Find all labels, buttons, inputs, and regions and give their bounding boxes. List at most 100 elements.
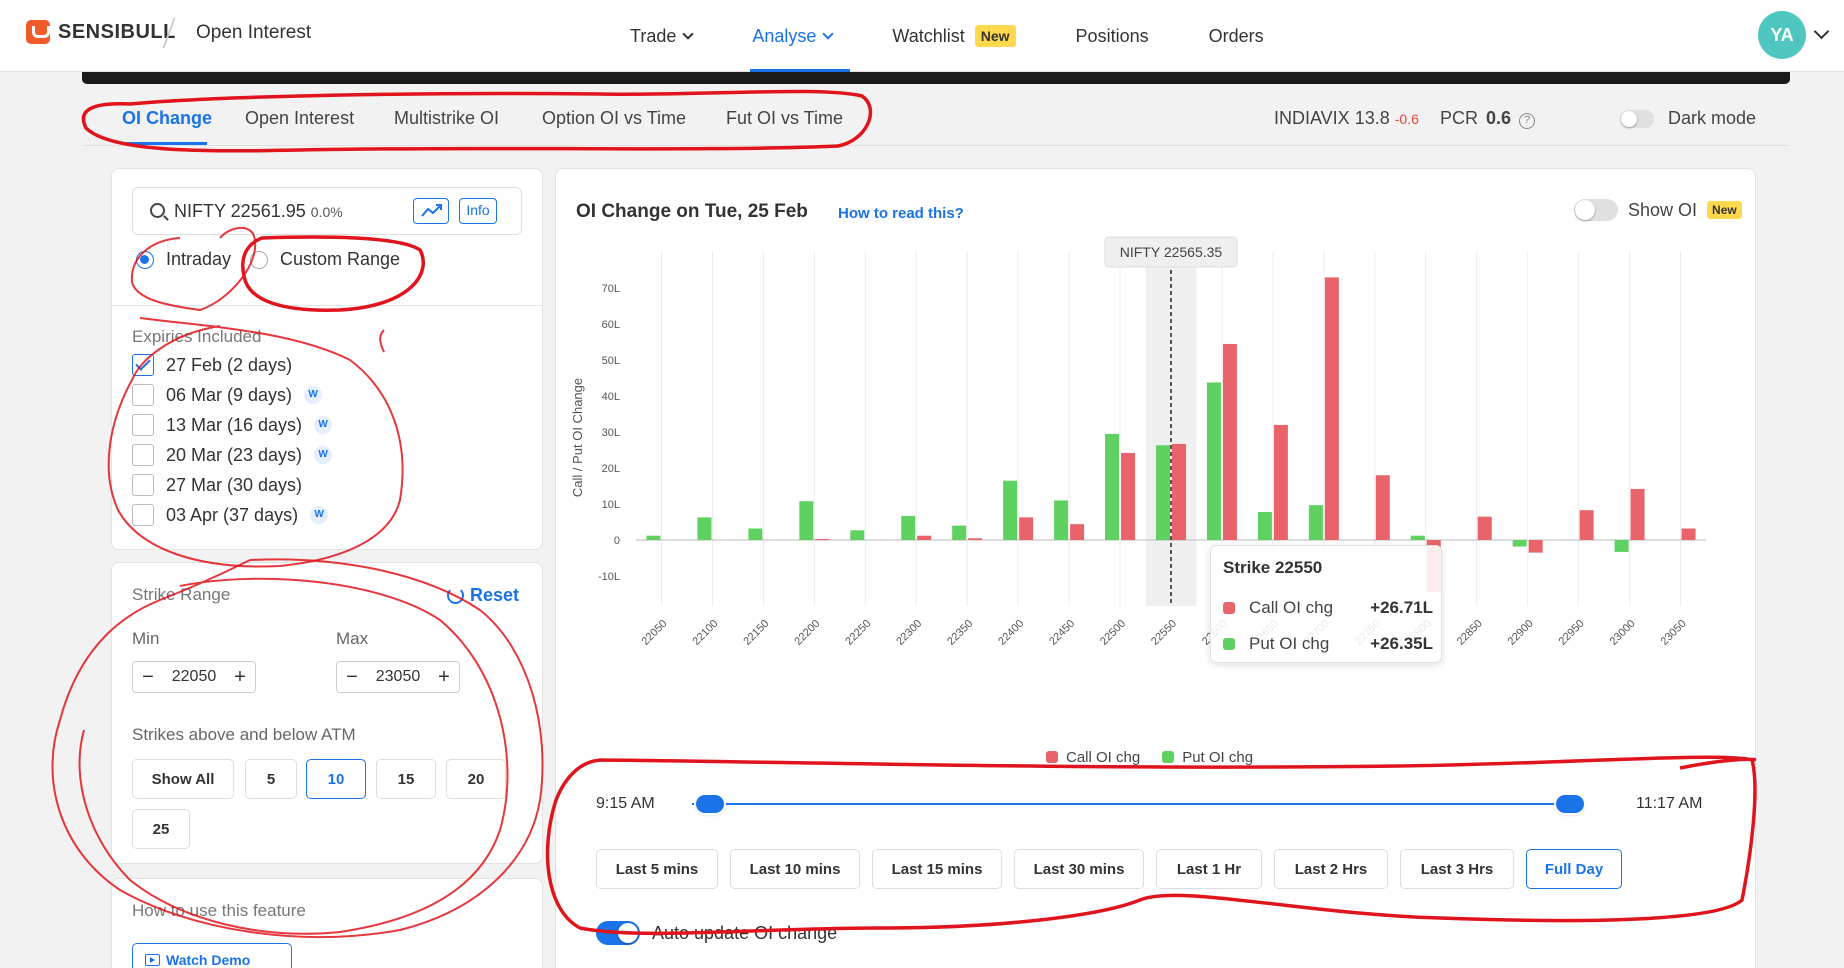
call-oi-bar[interactable] <box>1630 488 1645 541</box>
decrement-button[interactable]: − <box>142 665 154 688</box>
last-3-hrs-button[interactable]: Last 3 Hrs <box>1400 849 1514 889</box>
expiry-checkbox[interactable] <box>132 444 154 466</box>
put-oi-bar[interactable] <box>1156 445 1170 541</box>
call-oi-bar[interactable] <box>1019 517 1034 541</box>
strikes-show-all-button[interactable]: Show All <box>132 759 234 799</box>
nav-orders[interactable]: Orders <box>1179 0 1294 72</box>
increment-button[interactable]: + <box>438 665 450 688</box>
dark-mode-switch[interactable] <box>1620 109 1654 128</box>
call-oi-bar[interactable] <box>1222 343 1237 541</box>
intraday-option[interactable]: Intraday <box>136 249 231 270</box>
put-oi-bar[interactable] <box>850 530 865 541</box>
custom-range-option[interactable]: Custom Range <box>250 249 400 270</box>
put-oi-bar[interactable] <box>1257 511 1272 541</box>
put-oi-bar[interactable] <box>1308 505 1323 541</box>
show-oi-switch[interactable] <box>1574 199 1618 221</box>
time-slider-end-handle[interactable] <box>1556 795 1584 813</box>
nav-positions[interactable]: Positions <box>1046 0 1179 72</box>
last-2-hrs-button[interactable]: Last 2 Hrs <box>1274 849 1388 889</box>
tab-open-interest[interactable]: Open Interest <box>245 108 355 128</box>
put-oi-bar[interactable] <box>1003 480 1018 541</box>
watch-demo-button[interactable]: Watch Demo <box>132 943 292 968</box>
expiry-checkbox[interactable] <box>132 414 154 436</box>
tab-fut-oi-vs-time[interactable]: Fut OI vs Time <box>726 108 844 128</box>
call-oi-bar[interactable] <box>1579 510 1594 541</box>
call-oi-bar[interactable] <box>917 535 932 541</box>
nav-trade[interactable]: Trade <box>600 0 722 72</box>
put-oi-bar[interactable] <box>697 517 712 541</box>
call-oi-bar[interactable] <box>968 538 983 541</box>
tab-oi-change[interactable]: OI Change <box>122 108 213 128</box>
sensibull-logo[interactable]: SENSIBULL <box>26 20 176 44</box>
strikes-5-button[interactable]: 5 <box>245 759 297 799</box>
reset-button[interactable]: Reset <box>447 585 519 606</box>
avatar[interactable]: YA <box>1758 11 1806 59</box>
put-oi-bar[interactable] <box>799 501 814 541</box>
call-oi-bar[interactable] <box>1070 524 1085 541</box>
expiry-item[interactable]: 27 Feb (2 days) <box>132 354 292 376</box>
breadcrumb[interactable]: Open Interest <box>196 22 312 43</box>
strikes-10-button[interactable]: 10 <box>306 759 366 799</box>
legend-put[interactable]: Put OI chg <box>1162 749 1253 766</box>
call-oi-bar[interactable] <box>1121 452 1136 541</box>
tab-multistrike-oi[interactable]: Multistrike OI <box>394 108 500 128</box>
expiry-checkbox[interactable] <box>132 504 154 526</box>
call-oi-bar[interactable] <box>1324 277 1339 541</box>
tab-option-oi-vs-time[interactable]: Option OI vs Time <box>542 108 687 128</box>
chevron-down-icon[interactable] <box>1813 23 1830 40</box>
last-10-mins-button[interactable]: Last 10 mins <box>730 849 860 889</box>
expiry-item[interactable]: 20 Mar (23 days) W <box>132 444 333 466</box>
strikes-20-button[interactable]: 20 <box>446 759 506 799</box>
call-oi-bar[interactable] <box>1681 528 1696 541</box>
show-oi-toggle[interactable]: Show OI New <box>1574 199 1742 221</box>
last-15-mins-button[interactable]: Last 15 mins <box>872 849 1002 889</box>
auto-update-switch[interactable] <box>596 921 640 945</box>
strikes-25-button[interactable]: 25 <box>132 809 190 849</box>
last-1-hr-button[interactable]: Last 1 Hr <box>1156 849 1262 889</box>
last-30-mins-button[interactable]: Last 30 mins <box>1014 849 1144 889</box>
how-to-read-link[interactable]: How to read this? <box>838 205 964 222</box>
call-oi-bar[interactable] <box>1273 424 1288 541</box>
put-oi-bar[interactable] <box>901 515 916 541</box>
increment-button[interactable]: + <box>234 665 246 688</box>
expiry-item[interactable]: 27 Mar (30 days) <box>132 474 302 496</box>
put-oi-bar[interactable] <box>1105 433 1120 541</box>
put-oi-bar[interactable] <box>748 528 763 541</box>
intraday-radio[interactable] <box>136 250 154 269</box>
legend-call[interactable]: Call OI chg <box>1046 749 1140 766</box>
dark-mode-toggle[interactable]: Dark mode <box>1620 108 1756 129</box>
help-icon[interactable]: ? <box>1519 113 1536 129</box>
oi-change-chart[interactable]: -10L 0 10L 20L 30L 40L 50L 60L 70L Call / Put OI … <box>556 169 1757 749</box>
max-strike-value[interactable]: 23050 <box>375 668 421 685</box>
strikes-15-button[interactable]: 15 <box>376 759 436 799</box>
put-oi-bar[interactable] <box>1512 540 1527 547</box>
last-5-mins-button[interactable]: Last 5 mins <box>596 849 718 889</box>
chart-trend-button[interactable] <box>413 198 449 224</box>
auto-update-toggle[interactable]: Auto update OI change <box>596 921 837 945</box>
put-oi-bar[interactable] <box>1614 540 1629 552</box>
min-strike-value[interactable]: 22050 <box>171 668 217 685</box>
symbol-search[interactable]: NIFTY 22561.95 0.0% Info <box>132 187 522 235</box>
put-oi-bar[interactable] <box>646 535 661 541</box>
expiry-checkbox[interactable] <box>132 354 154 376</box>
call-oi-bar[interactable] <box>1172 443 1186 541</box>
expiry-item[interactable]: 13 Mar (16 days) W <box>132 414 333 436</box>
expiry-item[interactable]: 03 Apr (37 days) W <box>132 504 329 526</box>
put-oi-bar[interactable] <box>1054 500 1069 541</box>
expiry-item[interactable]: 06 Mar (9 days) W <box>132 384 323 406</box>
time-slider-track[interactable] <box>692 803 1584 805</box>
decrement-button[interactable]: − <box>346 665 358 688</box>
custom-range-radio[interactable] <box>250 250 268 269</box>
time-slider-start-handle[interactable] <box>696 795 724 813</box>
full-day-button[interactable]: Full Day <box>1526 849 1622 889</box>
call-oi-bar[interactable] <box>1375 475 1390 541</box>
info-button[interactable]: Info <box>459 198 497 224</box>
call-oi-bar[interactable] <box>1528 540 1543 553</box>
put-oi-bar[interactable] <box>1410 535 1425 541</box>
nav-analyse[interactable]: Analyse <box>722 0 862 72</box>
nav-watchlist[interactable]: Watchlist New <box>862 0 1045 72</box>
call-oi-bar[interactable] <box>815 538 830 541</box>
expiry-checkbox[interactable] <box>132 474 154 496</box>
expiry-checkbox[interactable] <box>132 384 154 406</box>
put-oi-bar[interactable] <box>952 525 967 541</box>
